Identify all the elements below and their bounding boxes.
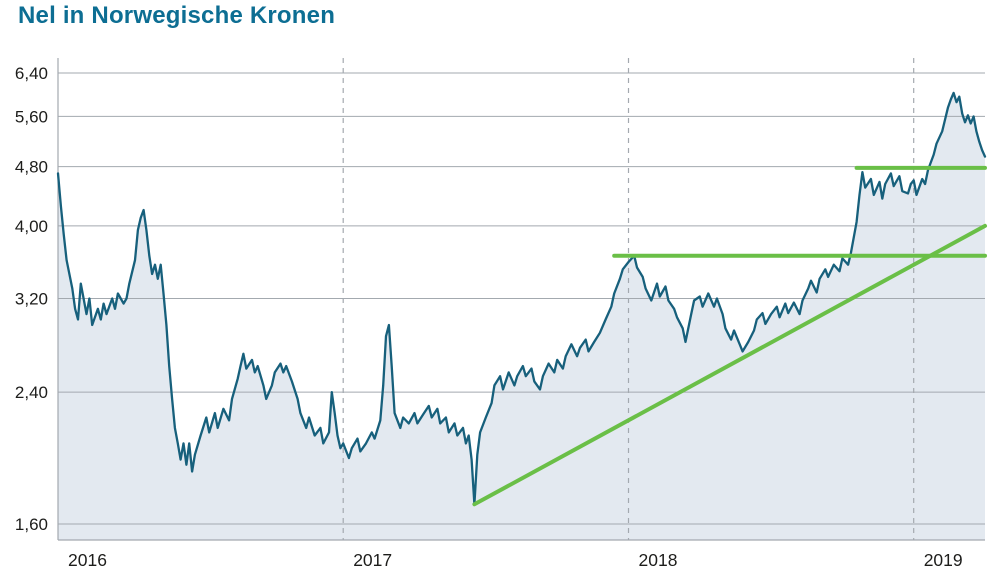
ascending-support-line bbox=[472, 223, 987, 507]
y-axis-label: 3,20 bbox=[15, 290, 48, 309]
y-axis-label: 4,80 bbox=[15, 158, 48, 177]
x-axis-label: 2018 bbox=[639, 550, 678, 570]
chart-title: Nel in Norwegische Kronen bbox=[18, 2, 336, 29]
price-area bbox=[58, 92, 985, 541]
price-line bbox=[56, 91, 987, 506]
y-axis-label: 6,40 bbox=[15, 64, 48, 83]
y-axis-label: 5,60 bbox=[15, 107, 48, 126]
y-axis-label: 4,00 bbox=[15, 217, 48, 236]
x-axis-label: 2016 bbox=[68, 550, 107, 570]
y-axis-label: 1,60 bbox=[15, 515, 48, 534]
y-axis-label: 2,40 bbox=[15, 383, 48, 402]
x-axis-label: 2019 bbox=[924, 550, 963, 570]
x-axis-label: 2017 bbox=[353, 550, 392, 570]
